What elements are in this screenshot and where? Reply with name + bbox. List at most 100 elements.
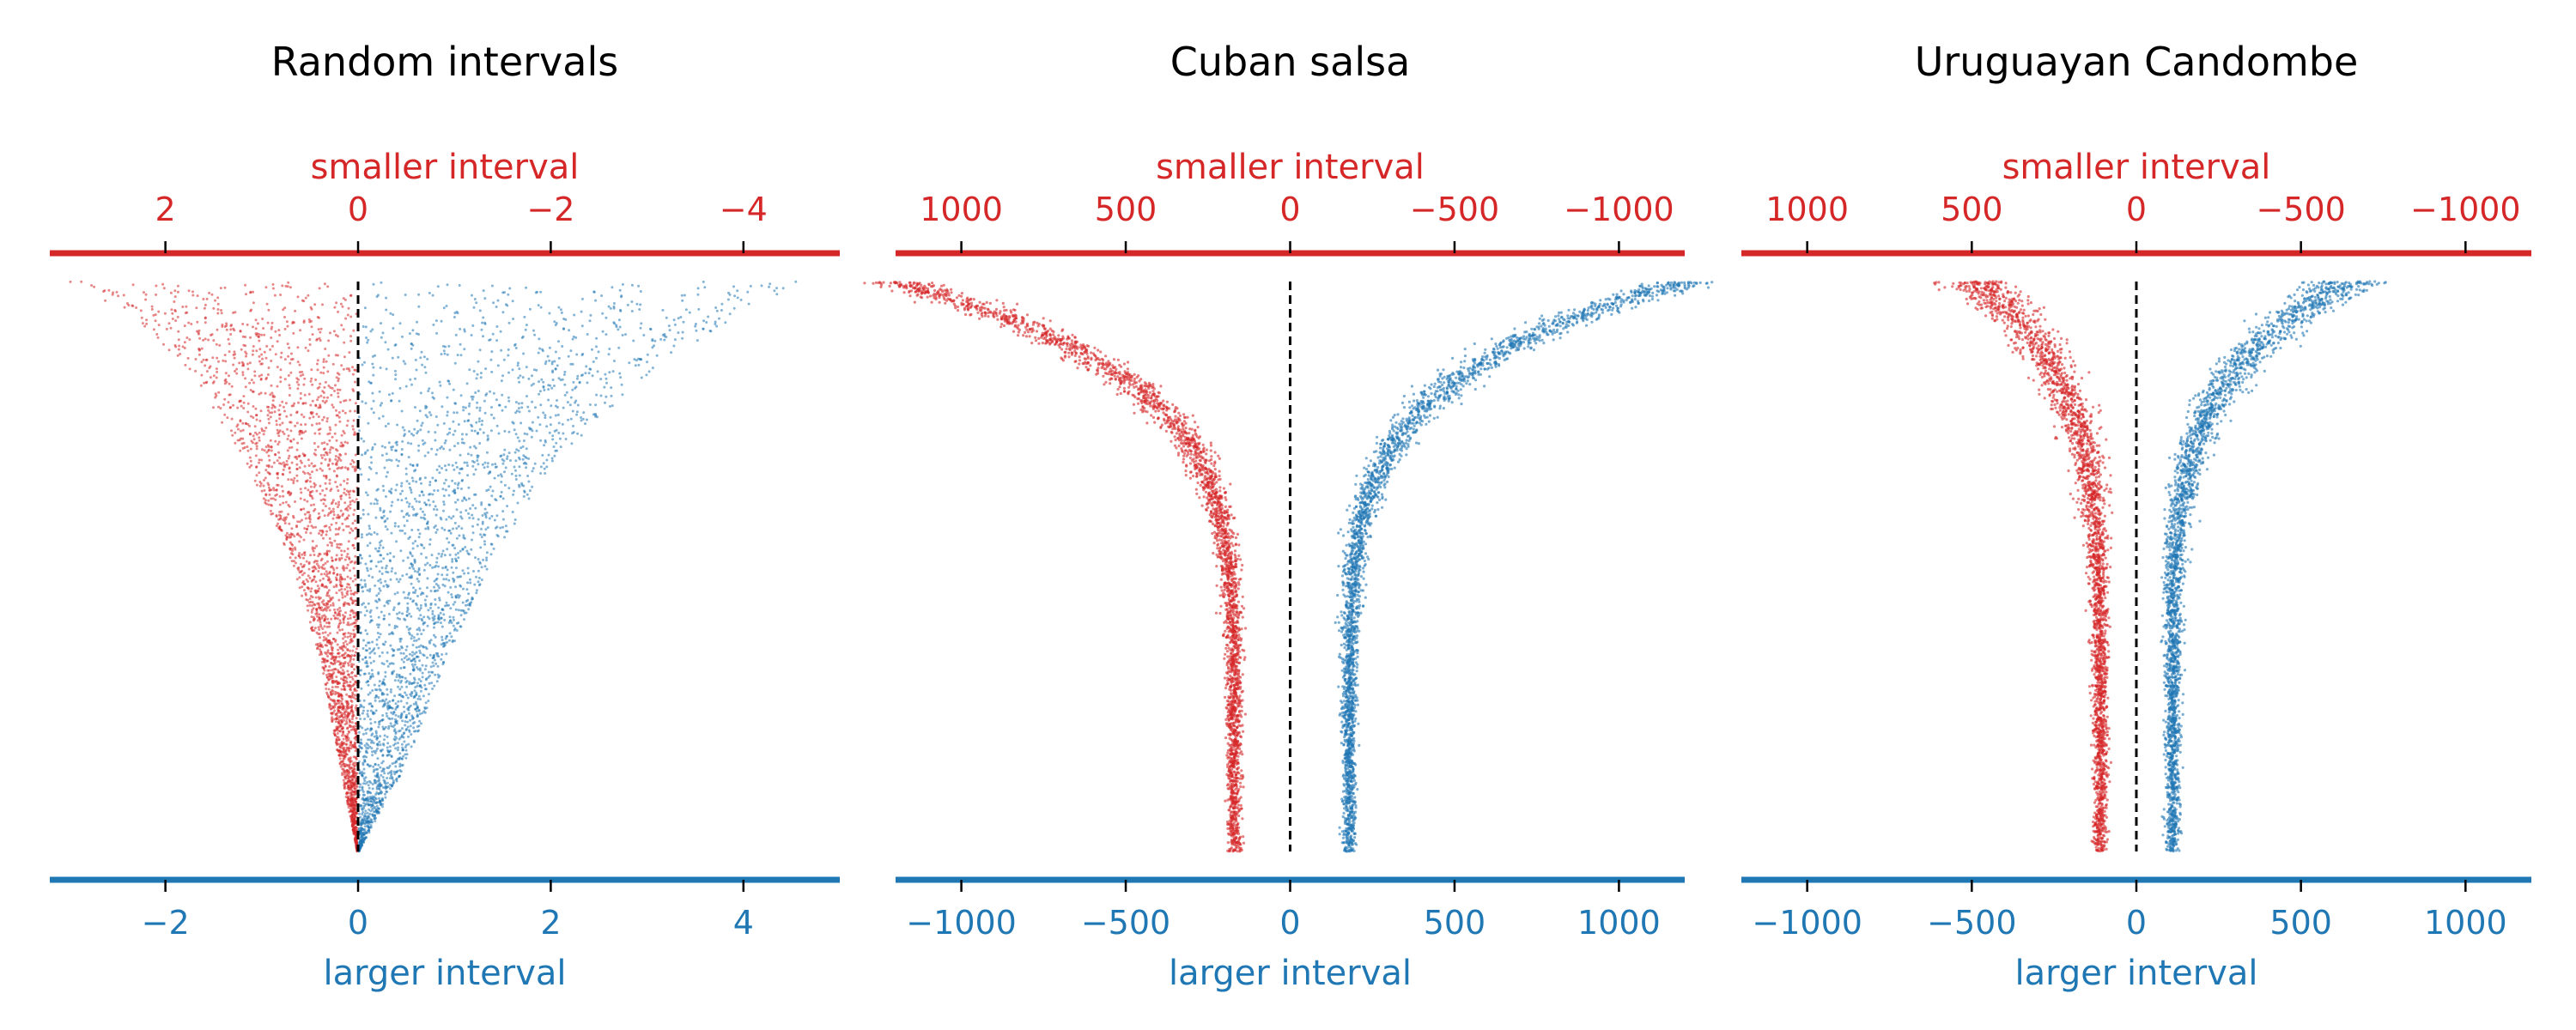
data-point-smaller (246, 422, 250, 426)
data-point-larger (379, 791, 381, 795)
data-point-larger (418, 573, 422, 576)
data-point-smaller (277, 431, 281, 434)
data-point-larger (694, 323, 697, 325)
data-point-smaller (309, 379, 313, 383)
data-point-larger (416, 595, 419, 597)
data-point-larger (466, 474, 470, 477)
data-point-larger (497, 432, 501, 435)
data-point-smaller (324, 457, 327, 461)
data-point-smaller (200, 373, 204, 377)
data-point-smaller (343, 595, 347, 598)
data-point-larger (542, 385, 545, 388)
data-point-smaller (321, 632, 325, 634)
data-point-larger (379, 633, 382, 636)
data-point-larger (447, 621, 451, 624)
data-point-larger (408, 729, 410, 732)
data-point-larger (379, 748, 382, 752)
data-point-larger (559, 379, 562, 382)
data-point-larger (376, 757, 380, 760)
data-point-larger (440, 526, 444, 530)
data-point-larger (584, 372, 587, 375)
data-point-smaller (167, 322, 171, 325)
data-point-larger (448, 448, 452, 451)
data-point-larger (610, 394, 613, 397)
data-point-smaller (327, 688, 331, 691)
data-point-larger (426, 561, 429, 565)
data-point-smaller (343, 635, 347, 639)
data-point-larger (562, 406, 565, 409)
data-point-smaller (295, 525, 298, 529)
data-point-smaller (303, 453, 307, 457)
data-point-larger (646, 353, 649, 356)
data-point-larger (368, 588, 372, 591)
data-point-larger (406, 441, 410, 445)
data-point-larger (543, 467, 546, 470)
data-point-smaller (345, 681, 349, 684)
data-point-larger (367, 715, 370, 718)
data-point-smaller (315, 489, 319, 493)
data-point-larger (361, 761, 365, 765)
data-point-larger (635, 302, 639, 306)
data-point-smaller (244, 377, 247, 380)
data-point-larger (399, 667, 403, 670)
data-point-smaller (294, 546, 296, 549)
data-point-smaller (336, 459, 339, 463)
data-point-smaller (286, 449, 289, 452)
data-point-smaller (294, 548, 297, 551)
bottom-tick-label: 4 (733, 904, 754, 942)
data-point-smaller (215, 367, 218, 371)
data-point-larger (377, 646, 380, 650)
data-point-larger (488, 338, 491, 342)
data-point-larger (378, 547, 381, 549)
data-point-larger (580, 324, 584, 328)
data-point-smaller (351, 768, 355, 772)
data-point-larger (378, 740, 381, 743)
data-point-larger (360, 437, 363, 440)
data-point-larger (394, 449, 398, 452)
data-point-larger (542, 411, 545, 415)
data-point-larger (385, 698, 388, 701)
data-point-smaller (289, 548, 292, 551)
data-point-larger (417, 645, 421, 649)
data-point-larger (458, 471, 461, 475)
data-point-larger (538, 380, 540, 384)
data-point-smaller (301, 594, 304, 597)
data-point-larger (419, 507, 422, 511)
data-point-smaller (342, 662, 345, 665)
data-point-smaller (295, 578, 299, 581)
data-point-larger (571, 409, 574, 413)
data-point-larger (490, 350, 494, 354)
data-point-smaller (343, 588, 347, 591)
data-point-smaller (349, 649, 351, 652)
data-point-larger (368, 800, 371, 803)
data-point-larger (621, 393, 624, 397)
data-point-larger (603, 385, 606, 389)
data-point-smaller (308, 480, 312, 483)
data-point-larger (605, 395, 608, 398)
data-point-larger (361, 657, 364, 661)
data-point-smaller (245, 354, 247, 358)
data-point-larger (361, 533, 363, 536)
data-point-larger (386, 599, 390, 603)
data-point-larger (367, 680, 369, 683)
data-point-larger (438, 380, 441, 384)
data-point-smaller (349, 597, 352, 601)
data-point-larger (386, 470, 389, 474)
data-point-smaller (355, 757, 358, 760)
data-point-smaller (131, 305, 135, 307)
data-point-smaller (337, 651, 341, 655)
data-point-larger (707, 315, 710, 318)
data-point-smaller (333, 539, 337, 542)
data-point-smaller (310, 462, 313, 465)
data-point-larger (389, 644, 392, 647)
data-point-smaller (319, 499, 323, 502)
data-point-smaller (331, 544, 333, 548)
data-point-larger (718, 317, 720, 320)
data-point-smaller (283, 327, 287, 330)
data-point-larger (501, 291, 505, 294)
data-point-smaller (288, 505, 291, 508)
data-point-larger (409, 463, 412, 466)
data-point-smaller (347, 306, 350, 310)
data-point-smaller (323, 514, 326, 518)
data-point-smaller (280, 485, 283, 488)
